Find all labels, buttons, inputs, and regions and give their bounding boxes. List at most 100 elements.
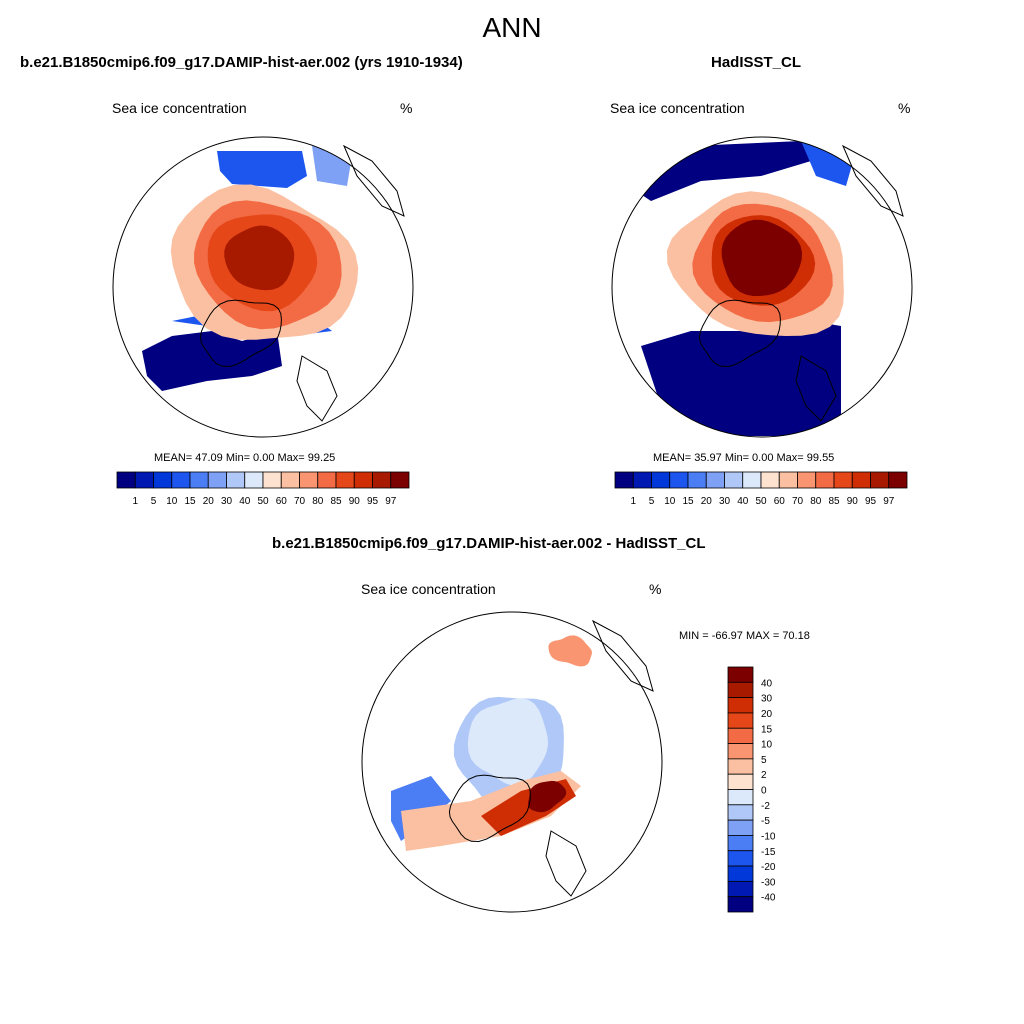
panel2-colorbar-box-6 bbox=[724, 471, 744, 489]
panel1-colorbar-box-8 bbox=[262, 471, 282, 489]
panel1-colorbar-tick-label: 15 bbox=[184, 496, 196, 507]
panel1-colorbar-tick-label: 10 bbox=[166, 496, 178, 507]
panel1-colorbar-box-10 bbox=[299, 471, 319, 489]
panel3-colorbar-tick-label: 5 bbox=[761, 755, 767, 766]
panel3-pacific-positive-orange bbox=[548, 635, 592, 667]
panel2-colorbar-tick-label: 5 bbox=[649, 496, 655, 507]
panel1-colorbar-tick-label: 70 bbox=[294, 496, 306, 507]
panel2-colorbar-tick-label: 30 bbox=[719, 496, 731, 507]
panel3-colorbar-tick-label: -10 bbox=[761, 831, 776, 842]
panel3-colorbar-box-7 bbox=[727, 773, 754, 790]
panel2-colorbar-box-10 bbox=[797, 471, 817, 489]
panel1-atlantic-ice-edge-navy bbox=[142, 331, 282, 391]
panel3-colorbar-box-13 bbox=[727, 865, 754, 882]
panel3-colorbar-box-10 bbox=[727, 819, 754, 836]
panel1-core-ice-darkred bbox=[224, 225, 295, 291]
panel1-colorbar-tick-label: 60 bbox=[276, 496, 288, 507]
panel3-scandinavia-coast bbox=[545, 830, 587, 897]
panel2-colorbar-box-14 bbox=[870, 471, 890, 489]
panel2-colorbar-tick-label: 40 bbox=[737, 496, 749, 507]
panel1-units-label: % bbox=[400, 100, 413, 116]
panel2-colorbar-box-7 bbox=[742, 471, 762, 489]
panel3-colorbar-box-15 bbox=[727, 896, 754, 913]
panel1-colorbar-box-9 bbox=[280, 471, 300, 489]
panel2-colorbar-tick-label: 60 bbox=[774, 496, 786, 507]
panel2-colorbar-tick-label: 50 bbox=[755, 496, 767, 507]
panel2-core-ice-darkred bbox=[721, 219, 802, 296]
panel2-field bbox=[636, 141, 856, 436]
panel3-colorbar-box-1 bbox=[727, 681, 754, 699]
panel2-colorbar-tick-label: 1 bbox=[630, 496, 636, 507]
panel2-title: HadISST_CL bbox=[711, 54, 802, 71]
panel2-colorbar-box-0 bbox=[614, 471, 634, 489]
panel1-scandinavia-coast bbox=[296, 355, 338, 422]
panel3-colorbar-tick-label: 0 bbox=[761, 786, 767, 797]
panel3-colorbar-tick-label: 30 bbox=[761, 694, 773, 705]
panel1-polar-map bbox=[112, 136, 414, 438]
panel1-colorbar-tick-label: 5 bbox=[151, 496, 157, 507]
panel1-colorbar-box-7 bbox=[244, 471, 264, 489]
panel2-greenland-coast bbox=[698, 299, 781, 368]
panel1-colorbar-box-13 bbox=[353, 471, 373, 489]
panel3-colorbar-tick-label: 15 bbox=[761, 724, 773, 735]
panel3-coastlines bbox=[448, 619, 654, 897]
panel2-colorbar-tick-label: 85 bbox=[828, 496, 840, 507]
panel2-colorbar-box-1 bbox=[632, 471, 652, 489]
panel3-colorbar-box-6 bbox=[727, 758, 754, 775]
panel3-field bbox=[391, 635, 592, 851]
panel3-units-label: % bbox=[649, 581, 662, 597]
panel2-colorbar-tick-label: 20 bbox=[701, 496, 713, 507]
panel1-colorbar-tick-label: 30 bbox=[221, 496, 233, 507]
panel2-units-label: % bbox=[898, 100, 911, 116]
panel1-colorbar-box-11 bbox=[317, 471, 337, 489]
panel3-polar-map bbox=[361, 611, 663, 913]
panel3-colorbar-tick-label: 40 bbox=[761, 678, 773, 689]
panel1-colorbar-tick-label: 95 bbox=[367, 496, 379, 507]
panel1-colorbar: 1 5 10 15 20 30 40 50 60 70 80 85 90 95 97 bbox=[116, 471, 410, 507]
panel2-colorbar-box-13 bbox=[851, 471, 871, 489]
panel3-colorbar-box-8 bbox=[727, 789, 754, 806]
panel2-variable-label: Sea ice concentration bbox=[610, 100, 745, 116]
panel2-colorbar-box-5 bbox=[705, 471, 725, 489]
panel3-kara-positive-darkred bbox=[528, 780, 567, 813]
panel3-stats: MIN = -66.97 MAX = 70.18 bbox=[679, 630, 810, 642]
panel2-boundary bbox=[611, 136, 913, 438]
panel3-boundary bbox=[361, 611, 663, 913]
panel1-colorbar-box-0 bbox=[116, 471, 136, 489]
panel2-colorbar-box-12 bbox=[833, 471, 853, 489]
panel3-variable-label: Sea ice concentration bbox=[361, 581, 496, 597]
panel1-pacific-ice-edge-light bbox=[312, 146, 352, 186]
panel2-pacific-ice-edge-navy bbox=[636, 141, 811, 201]
panel3-colorbar-tick-label: -30 bbox=[761, 877, 776, 888]
panel1-colorbar-tick-label: 90 bbox=[349, 496, 361, 507]
panel1-colorbar-box-4 bbox=[189, 471, 209, 489]
panel1-colorbar-tick-label: 97 bbox=[385, 496, 397, 507]
panel3-colorbar-tick-label: 2 bbox=[761, 770, 767, 781]
panel1-colorbar-tick-label: 1 bbox=[132, 496, 138, 507]
panel3-colorbar-tick-label: 20 bbox=[761, 709, 773, 720]
panel1-colorbar-tick-label: 85 bbox=[330, 496, 342, 507]
panel2-stats: MEAN= 35.97 Min= 0.00 Max= 99.55 bbox=[653, 452, 835, 464]
panel1-colorbar-box-6 bbox=[226, 471, 246, 489]
panel2-polar-map bbox=[611, 136, 913, 438]
panel2-colorbar-tick-label: 70 bbox=[792, 496, 804, 507]
panel2-colorbar-tick-label: 15 bbox=[682, 496, 694, 507]
panel1-boundary bbox=[112, 136, 414, 438]
panel1-title: b.e21.B1850cmip6.f09_g17.DAMIP-hist-aer.… bbox=[20, 54, 463, 71]
panel3-colorbar-box-5 bbox=[727, 743, 754, 760]
panel2-colorbar-tick-label: 95 bbox=[865, 496, 877, 507]
panel1-alaska-coast bbox=[342, 144, 405, 217]
panel1-colorbar-box-1 bbox=[134, 471, 154, 489]
panel3-colorbar-box-0 bbox=[727, 666, 754, 683]
panel3-colorbar-box-11 bbox=[727, 835, 754, 852]
panel3-colorbar-box-9 bbox=[727, 804, 754, 821]
panel3-colorbar-tick-label: -15 bbox=[761, 847, 776, 858]
panel1-colorbar-box-14 bbox=[372, 471, 392, 489]
panel1-field bbox=[142, 146, 359, 391]
panel3-central-arctic-paleblue bbox=[467, 698, 548, 786]
panel1-colorbar-box-3 bbox=[171, 471, 191, 489]
panel1-colorbar-box-15 bbox=[390, 471, 410, 489]
panel3-title: b.e21.B1850cmip6.f09_g17.DAMIP-hist-aer.… bbox=[272, 535, 706, 552]
panel1-pacific-ice-edge-blue bbox=[217, 151, 307, 188]
panel2-colorbar-box-11 bbox=[815, 471, 835, 489]
